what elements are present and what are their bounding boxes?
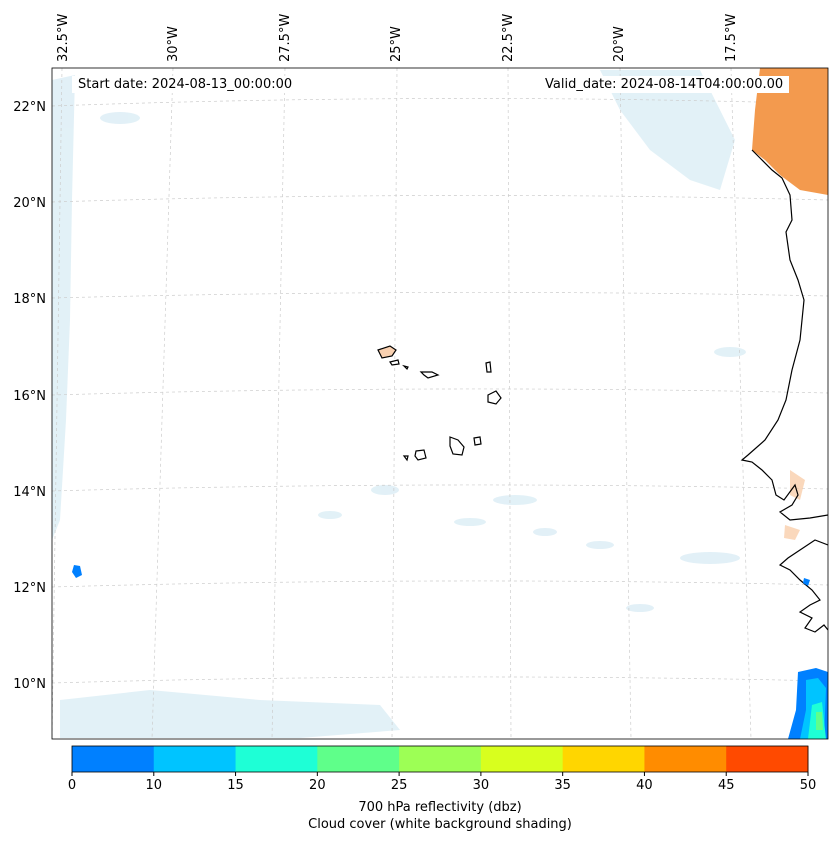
lat-label: 20°N <box>13 196 46 211</box>
colorbar-segment <box>480 746 564 772</box>
map-frame <box>51 67 829 740</box>
lat-label: 12°N <box>13 581 46 596</box>
lon-label: 32.5°W <box>56 14 71 62</box>
lat-label: 18°N <box>13 292 46 307</box>
colorbar-tick-label: 30 <box>472 778 490 793</box>
lat-label: 16°N <box>13 389 46 404</box>
colorbar-frame <box>71 745 809 773</box>
lon-label: 17.5°W <box>724 14 739 62</box>
colorbar-segment <box>72 746 155 772</box>
colorbar-tick-label: 45 <box>717 778 735 793</box>
lon-label: 30°W <box>166 26 181 62</box>
colorbar-tick-label: 25 <box>390 778 408 793</box>
lon-label: 27.5°W <box>278 14 293 62</box>
colorbar-tick-label: 20 <box>309 778 326 793</box>
lat-label: 22°N <box>13 100 46 115</box>
colorbar-title: 700 hPa reflectivity (dbz) <box>358 800 522 815</box>
latitude-labels: 22°N 20°N 18°N 16°N 14°N 12°N 10°N <box>13 100 46 692</box>
colorbar-subtitle: Cloud cover (white background shading) <box>308 817 572 832</box>
graticule <box>52 68 828 739</box>
colorbar-tick-label: 10 <box>145 778 163 793</box>
cabo-verde-islands <box>377 345 502 462</box>
cloud-cover-shading <box>52 70 746 738</box>
colorbar-tick-label: 50 <box>799 778 817 793</box>
colorbar-tick-label: 0 <box>67 778 77 793</box>
colorbar-segment <box>644 746 727 772</box>
lon-label: 22.5°W <box>501 14 516 62</box>
dust-shading <box>752 68 828 195</box>
coastline-guinea <box>778 539 828 633</box>
dust-shading-light <box>784 470 805 540</box>
longitude-labels: 32.5°W 30°W 27.5°W 25°W 22.5°W 20°W 17.5… <box>56 14 739 62</box>
colorbar-tick-label: 15 <box>227 778 244 793</box>
colorbar-tick-label: 40 <box>636 778 653 793</box>
start-date-label: Start date: 2024-08-13_00:00:00 <box>72 76 299 93</box>
lon-label: 25°W <box>389 26 404 62</box>
lat-label: 14°N <box>13 485 46 500</box>
reflectivity-contours <box>72 565 828 739</box>
colorbar-segment <box>153 746 237 772</box>
colorbar-segment <box>399 746 482 772</box>
colorbar-segment <box>726 746 809 772</box>
lon-label: 20°W <box>612 26 627 62</box>
colorbar-segment <box>562 746 645 772</box>
coastline-west-africa <box>740 149 828 521</box>
valid-date-label: Valid_date: 2024-08-14T04:00:00.00 <box>539 76 790 93</box>
colorbar-segment <box>235 746 318 772</box>
colorbar <box>71 745 809 776</box>
colorbar-tick-label: 35 <box>554 778 571 793</box>
lat-label: 10°N <box>13 677 46 692</box>
colorbar-segment <box>317 746 400 772</box>
